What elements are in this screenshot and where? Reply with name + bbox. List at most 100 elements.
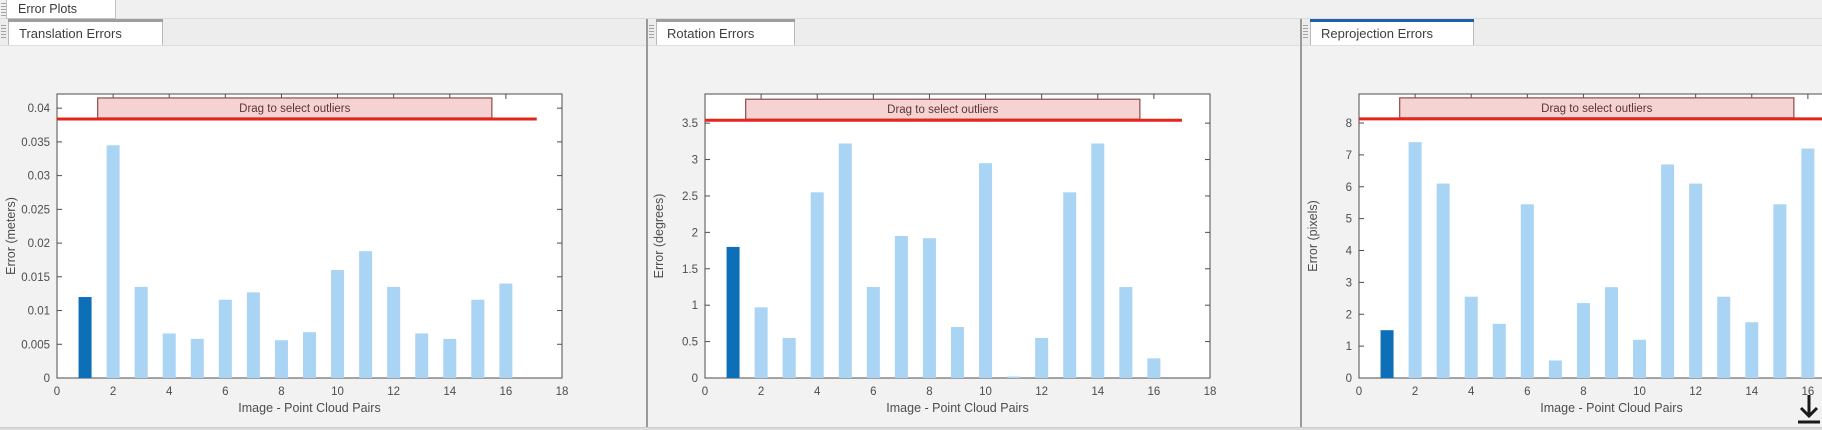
bar-pair-16[interactable] [499,283,513,378]
bar-pair-3[interactable] [134,286,148,378]
bar-pair-9[interactable] [1605,287,1618,378]
bar-pair-8[interactable] [922,238,936,378]
bar-pair-13[interactable] [1717,296,1731,378]
bar-pair-7[interactable] [1548,360,1562,378]
bar-pair-5[interactable] [838,143,852,378]
y-tick-label: 2 [692,227,698,239]
x-tick-label: 14 [1745,386,1758,398]
bar-pair-14[interactable] [1745,322,1759,378]
panel-divider[interactable] [646,19,648,430]
tab-accent [8,19,163,22]
bar-pair-9[interactable] [951,327,964,378]
bar-pair-11[interactable] [359,251,373,378]
bar-pair-6[interactable] [866,286,880,378]
bar-pair-11[interactable] [1661,164,1675,378]
bar-pair-16[interactable] [1147,358,1161,378]
bar-pair-9[interactable] [303,332,316,378]
x-tick-label: 4 [166,386,173,398]
bar-pair-5[interactable] [190,338,204,378]
drag-grip-icon[interactable] [1,3,6,16]
tab-accent [1310,19,1474,22]
bar-pair-14[interactable] [443,338,457,378]
x-tick-label: 12 [387,386,400,398]
drag-grip-icon[interactable] [1303,25,1308,39]
bar-pair-4[interactable] [810,192,824,378]
bar-pair-12[interactable] [387,286,401,378]
rotation-errors-chart: 0 2 4 6 8 10 12 14 16 18 0 0.5 1 1.5 2 2.5 3 3.5 Image - P… [648,46,1298,430]
bar-pair-15[interactable] [1119,286,1133,378]
x-tick-label: 10 [1633,386,1646,398]
y-tick-label: 1 [692,300,698,312]
bar-pair-1[interactable] [78,297,92,378]
bar-pair-8[interactable] [1576,303,1590,378]
x-tick-label: 14 [1091,386,1104,398]
bar-pair-13[interactable] [415,333,429,378]
drag-grip-icon[interactable] [1,25,6,39]
y-axis-label: Error (meters) [4,197,18,275]
bar-pair-6[interactable] [218,299,232,378]
x-tick-label: 18 [556,386,569,398]
bar-pair-12[interactable] [1689,183,1703,378]
tab-reprojection-errors[interactable]: Reprojection Errors [1310,19,1474,45]
plot-area[interactable] [1358,93,1822,379]
x-tick-label: 4 [1468,386,1475,398]
bar-pair-2[interactable] [1408,142,1422,378]
bar-pair-2[interactable] [106,145,120,378]
y-tick-label: 0.5 [682,337,698,349]
drag-grip-icon[interactable] [649,25,654,39]
bar-pair-7[interactable] [246,292,260,378]
y-tick-label: 3 [692,155,698,167]
bar-pair-10[interactable] [1633,339,1647,378]
bar-pair-5[interactable] [1492,323,1506,378]
x-tick-label: 10 [979,386,992,398]
x-tick-label: 6 [1524,386,1530,398]
bar-pair-4[interactable] [162,333,176,378]
bar-pair-12[interactable] [1035,337,1049,378]
panel-tab-bar: Rotation Errors [648,19,1300,46]
tab-translation-errors[interactable]: Translation Errors [8,19,163,45]
bar-pair-7[interactable] [894,236,908,378]
tab-rotation-errors[interactable]: Rotation Errors [656,19,796,45]
y-tick-label: 0.04 [28,103,51,115]
bar-pair-2[interactable] [754,307,768,378]
download-icon[interactable] [1795,393,1822,429]
bar-pair-10[interactable] [979,163,993,378]
tab-error-plots[interactable]: Error Plots [6,0,117,19]
tab-label: Translation Errors [19,26,122,41]
bar-pair-15[interactable] [471,299,485,378]
bar-pair-14[interactable] [1091,143,1105,378]
panel-rotation-errors: Rotation Errors 0 2 4 6 8 10 12 14 16 18 0 0.5 1 1.5 2… [648,19,1300,430]
bar-pair-3[interactable] [782,337,796,378]
y-tick-label: 3 [1346,277,1352,289]
panel-reprojection-errors: Reprojection Errors 02468101214161801234… [1302,19,1822,430]
panel-translation-errors: Translation Errors 0 2 4 6 8 10 12 14 16 18 0 0.005… [0,19,646,430]
bar-pair-1[interactable] [1380,330,1394,378]
bar-pair-15[interactable] [1773,204,1787,378]
bar-pair-10[interactable] [331,270,345,378]
panel-divider[interactable] [1300,19,1302,430]
y-tick-label: 5 [1346,214,1352,226]
bar-pair-6[interactable] [1520,204,1534,378]
tab-label: Reprojection Errors [1321,26,1433,41]
y-tick-label: 2.5 [682,191,698,203]
x-tick-label: 0 [1356,386,1362,398]
x-tick-label: 12 [1689,386,1702,398]
bar-pair-16[interactable] [1801,148,1815,378]
bar-pair-11[interactable] [1007,376,1021,378]
bar-pair-13[interactable] [1063,192,1077,378]
window-bottom-edge [0,427,1822,430]
y-tick-label: 4 [1346,246,1353,258]
bar-pair-8[interactable] [274,340,288,378]
outlier-drag-banner-label: Drag to select outliers [1541,103,1652,115]
panel-tab-bar: Reprojection Errors [1302,19,1822,46]
x-tick-label: 4 [814,386,821,398]
bar-pair-4[interactable] [1464,296,1478,378]
x-axis-label: Image - Point Cloud Pairs [238,401,380,415]
y-tick-label: 0 [44,373,50,385]
x-tick-label: 6 [222,386,228,398]
tab-accent [656,19,796,22]
bar-pair-3[interactable] [1436,183,1450,378]
x-tick-label: 0 [54,386,60,398]
bar-pair-1[interactable] [726,246,740,378]
y-tick-label: 0 [1346,373,1352,385]
